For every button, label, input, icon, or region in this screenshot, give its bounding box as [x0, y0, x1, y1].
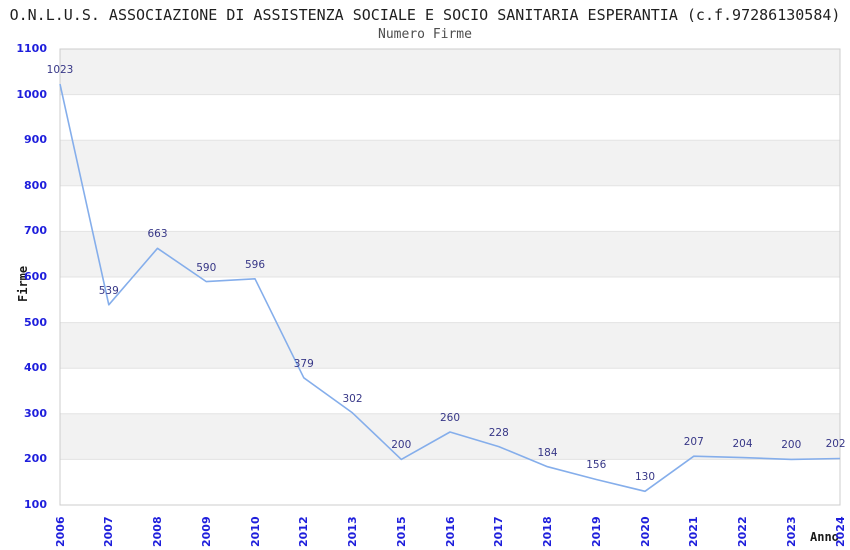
band — [60, 413, 840, 460]
chart-subtitle: Numero Firme — [378, 27, 472, 42]
y-tick-label: 700 — [24, 224, 47, 238]
band — [60, 322, 840, 369]
band — [60, 231, 840, 277]
y-tick-label: 1100 — [16, 42, 47, 55]
data-label: 228 — [488, 426, 509, 439]
data-label: 596 — [244, 258, 266, 271]
y-tick-label: 600 — [24, 270, 47, 283]
y-tick-label: 100 — [24, 498, 47, 511]
y-tick-label: 300 — [24, 406, 47, 420]
chart-title: O.N.L.U.S. ASSOCIAZIONE DI ASSISTENZA SO… — [9, 6, 841, 24]
x-tick-label: 2016 — [443, 516, 457, 547]
x-tick-label: 2022 — [736, 516, 749, 547]
data-line — [59, 83, 841, 493]
y-tick-label: 800 — [24, 178, 47, 192]
x-tick-label: 2008 — [151, 516, 164, 547]
band — [60, 49, 840, 95]
x-tick-label: 2006 — [53, 516, 67, 547]
data-label: 184 — [537, 446, 558, 459]
data-label: 200 — [781, 439, 802, 452]
data-label: 202 — [825, 438, 846, 451]
data-label: 156 — [586, 459, 607, 472]
data-label: 302 — [342, 392, 363, 405]
data-label: 200 — [391, 439, 412, 452]
x-tick-label: 2012 — [297, 516, 311, 547]
x-axis-title: Anno — [810, 530, 839, 544]
y-tick-label: 1000 — [16, 87, 47, 101]
x-tick-label: 2023 — [784, 516, 798, 547]
x-tick-label: 2007 — [102, 516, 116, 547]
y-tick-label: 400 — [24, 361, 47, 375]
x-tick-label: 2018 — [541, 516, 554, 547]
x-tick-label: 2019 — [589, 516, 603, 547]
data-label: 130 — [634, 471, 656, 484]
plot-border — [59, 48, 841, 506]
data-label: 260 — [439, 412, 461, 425]
data-label: 207 — [683, 436, 704, 449]
data-label: 590 — [196, 261, 217, 274]
data-label: 204 — [732, 437, 753, 450]
x-tick-label: 2017 — [492, 516, 506, 547]
y-tick-label: 200 — [24, 452, 47, 466]
data-label: 379 — [293, 357, 314, 370]
x-tick-label: 2015 — [394, 516, 408, 547]
x-tick-label: 2024 — [833, 516, 847, 547]
data-label: 539 — [98, 284, 119, 297]
x-tick-label: 2010 — [248, 516, 262, 547]
x-tick-label: 2020 — [638, 516, 652, 547]
data-label: 663 — [147, 228, 168, 241]
band — [60, 140, 840, 186]
y-tick-label: 500 — [24, 315, 47, 329]
y-tick-label: 900 — [24, 133, 47, 147]
data-label: 1023 — [46, 64, 74, 77]
x-tick-label: 2013 — [346, 516, 359, 547]
x-tick-label: 2009 — [199, 516, 213, 547]
x-tick-label: 2021 — [687, 516, 701, 547]
